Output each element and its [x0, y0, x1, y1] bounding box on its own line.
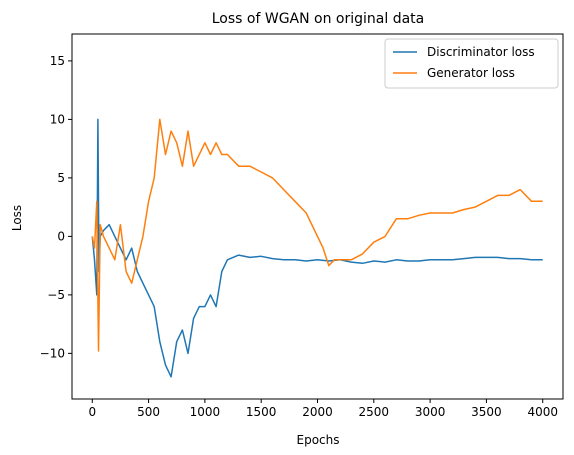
y-axis-title: Loss — [10, 205, 24, 231]
x-tick-label: 500 — [137, 405, 160, 419]
x-tick-label: 1000 — [190, 405, 221, 419]
y-tick-label: 15 — [50, 54, 65, 68]
y-tick-label: 10 — [50, 112, 65, 126]
x-axis-title: Epochs — [297, 433, 340, 447]
y-tick-label: −10 — [40, 346, 65, 360]
series-line-2 — [91, 118, 543, 352]
x-tick-label: 1500 — [246, 405, 277, 419]
x-tick-label: 4000 — [527, 405, 558, 419]
legend-label-1: Discriminator loss — [427, 45, 535, 59]
x-tick-label: 2000 — [302, 405, 333, 419]
chart-title: Loss of WGAN on original data — [212, 11, 425, 27]
x-axis: 0 500 1000 1500 2000 2500 3000 3500 4000 — [88, 399, 558, 419]
series-layer — [91, 118, 543, 378]
legend-label-2: Generator loss — [427, 66, 515, 80]
y-tick-label: 0 — [57, 229, 65, 243]
x-tick-label: 3000 — [415, 405, 446, 419]
legend: Discriminator loss Generator loss — [384, 38, 559, 89]
x-tick-label: 2500 — [359, 405, 390, 419]
legend-box — [384, 38, 559, 89]
x-tick-label: 0 — [88, 405, 96, 419]
series-line-1 — [91, 118, 543, 378]
y-axis: −10 −5 0 5 10 15 — [40, 54, 72, 360]
x-tick-label: 3500 — [471, 405, 502, 419]
y-tick-label: 5 — [57, 171, 65, 185]
y-tick-label: −5 — [47, 288, 65, 302]
